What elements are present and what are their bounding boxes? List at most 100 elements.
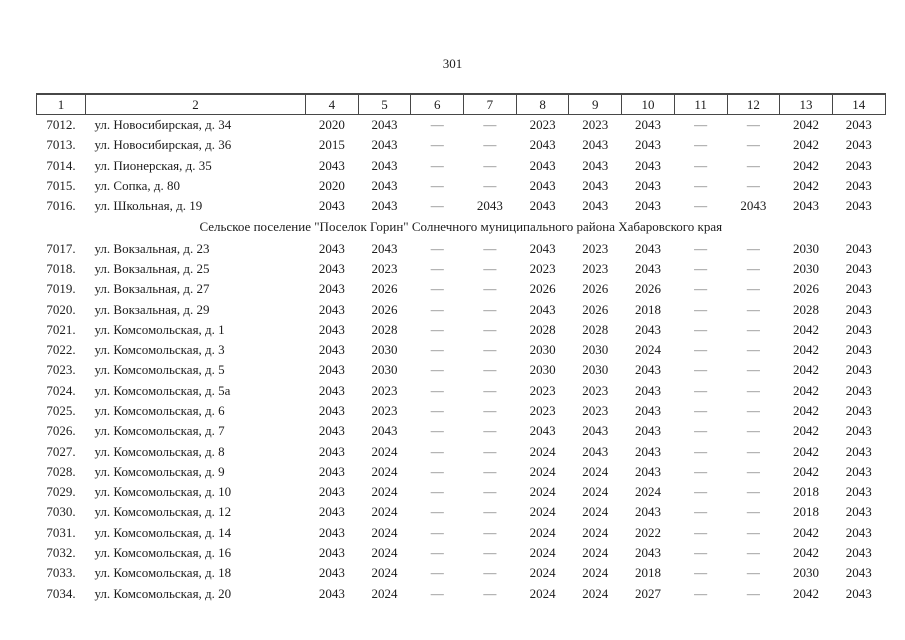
- value-cell: 2018: [634, 301, 661, 317]
- value-cell: 2026: [793, 281, 820, 297]
- value-cell: 2026: [582, 281, 609, 297]
- table-row: 7021. ул. Комсомольская, д. 1 2043 2028 — — 20…: [37, 320, 886, 340]
- value-cell: 2026: [529, 281, 556, 297]
- value-cell-empty: —: [430, 585, 444, 601]
- value-cell-empty: —: [746, 443, 760, 459]
- value-cell: 2023: [582, 403, 609, 418]
- address-cell: ул. Вокзальная, д. 27: [94, 281, 210, 297]
- row-number: 7027.: [46, 443, 76, 459]
- value-cell: 2042: [793, 362, 820, 378]
- value-cell-empty: —: [694, 198, 708, 214]
- value-cell: 2024: [529, 463, 556, 479]
- value-cell: 2043: [845, 403, 872, 418]
- row-number: 7012.: [46, 117, 76, 133]
- value-cell-empty: —: [746, 565, 760, 581]
- row-number: 7026.: [46, 423, 76, 439]
- value-cell: 2024: [529, 484, 556, 500]
- table-row: 7012. ул. Новосибирская, д. 34 2020 2043 — — 2…: [37, 115, 886, 136]
- value-cell: 2043: [845, 362, 872, 378]
- value-cell: 2023: [582, 117, 609, 133]
- value-cell-empty: —: [694, 117, 708, 133]
- value-cell: 2026: [582, 301, 609, 317]
- value-cell: 2042: [793, 463, 820, 479]
- value-cell-empty: —: [430, 301, 444, 317]
- value-cell: 2028: [529, 321, 556, 337]
- value-cell: 2023: [529, 403, 556, 418]
- value-cell: 2042: [793, 585, 820, 601]
- row-number: 7021.: [46, 321, 76, 337]
- column-header: 5: [357, 93, 412, 115]
- value-cell-empty: —: [746, 524, 760, 540]
- value-cell: 2030: [371, 362, 398, 378]
- value-cell: 2043: [845, 484, 872, 500]
- value-cell-empty: —: [694, 443, 708, 459]
- value-cell-empty: —: [746, 382, 760, 398]
- column-header: 8: [515, 93, 570, 115]
- value-cell: 2018: [634, 565, 661, 581]
- value-cell: 2043: [845, 443, 872, 459]
- value-cell: 2030: [371, 342, 398, 358]
- value-cell: 2043: [845, 281, 872, 297]
- value-cell: 2043: [740, 198, 767, 214]
- value-cell: 2024: [371, 585, 398, 601]
- row-number: 7016.: [46, 198, 76, 214]
- value-cell-empty: —: [430, 240, 444, 256]
- value-cell-empty: —: [483, 240, 497, 256]
- value-cell-empty: —: [483, 504, 497, 520]
- column-header: 4: [305, 93, 359, 115]
- value-cell: 2023: [371, 382, 398, 398]
- address-cell: ул. Комсомольская, д. 7: [94, 423, 225, 439]
- value-cell: 2024: [582, 463, 609, 479]
- value-cell-empty: —: [746, 585, 760, 601]
- address-cell: ул. Новосибирская, д. 34: [94, 117, 232, 133]
- value-cell-empty: —: [483, 301, 497, 317]
- value-cell-empty: —: [746, 301, 760, 317]
- value-cell: 2024: [582, 585, 609, 601]
- column-header: 1: [36, 93, 86, 115]
- value-cell-empty: —: [694, 484, 708, 500]
- value-cell: 2030: [793, 260, 820, 276]
- value-cell: 2043: [318, 463, 345, 479]
- value-cell: 2043: [582, 198, 609, 214]
- value-cell: 2043: [634, 240, 661, 256]
- value-cell-empty: —: [483, 178, 497, 194]
- value-cell: 2028: [793, 301, 820, 317]
- value-cell: 2024: [371, 565, 398, 581]
- value-cell-empty: —: [746, 157, 760, 173]
- value-cell-empty: —: [430, 281, 444, 297]
- value-cell-empty: —: [746, 484, 760, 500]
- value-cell-empty: —: [483, 524, 497, 540]
- table-row: 7034. ул. Комсомольская, д. 20 2043 2024 — — 2…: [37, 584, 886, 604]
- value-cell: 2043: [634, 117, 661, 133]
- row-number: 7015.: [46, 178, 76, 194]
- table-row: 7022. ул. Комсомольская, д. 3 2043 2030 — — 20…: [37, 340, 886, 360]
- value-cell-empty: —: [694, 342, 708, 358]
- value-cell-empty: —: [746, 137, 760, 153]
- value-cell: 2043: [634, 382, 661, 398]
- value-cell-empty: —: [746, 342, 760, 358]
- value-cell: 2043: [529, 301, 556, 317]
- row-number: 7034.: [46, 585, 76, 601]
- section-header: Сельское поселение "Поселок Горин" Солне…: [199, 219, 723, 235]
- value-cell-empty: —: [483, 260, 497, 276]
- value-cell: 2043: [529, 198, 556, 214]
- value-cell-empty: —: [430, 178, 444, 194]
- column-header-row: 1 2 4 5 6 7 8 9 10 11 12 13 14: [36, 93, 886, 115]
- value-cell-empty: —: [694, 301, 708, 317]
- column-header: 13: [779, 93, 833, 115]
- row-number: 7033.: [46, 565, 76, 581]
- row-number: 7025.: [46, 403, 76, 418]
- value-cell: 2043: [318, 504, 345, 520]
- value-cell: 2023: [582, 260, 609, 276]
- address-cell: ул. Комсомольская, д. 18: [94, 565, 232, 581]
- address-cell: ул. Комсомольская, д. 9: [94, 463, 225, 479]
- value-cell: 2027: [634, 585, 661, 601]
- row-number: 7032.: [46, 545, 76, 561]
- address-cell: ул. Вокзальная, д. 23: [94, 240, 210, 256]
- row-number: 7014.: [46, 157, 76, 173]
- value-cell-empty: —: [430, 342, 444, 358]
- value-cell-empty: —: [483, 362, 497, 378]
- value-cell: 2024: [371, 484, 398, 500]
- row-number: 7024.: [46, 382, 76, 398]
- value-cell: 2042: [793, 178, 820, 194]
